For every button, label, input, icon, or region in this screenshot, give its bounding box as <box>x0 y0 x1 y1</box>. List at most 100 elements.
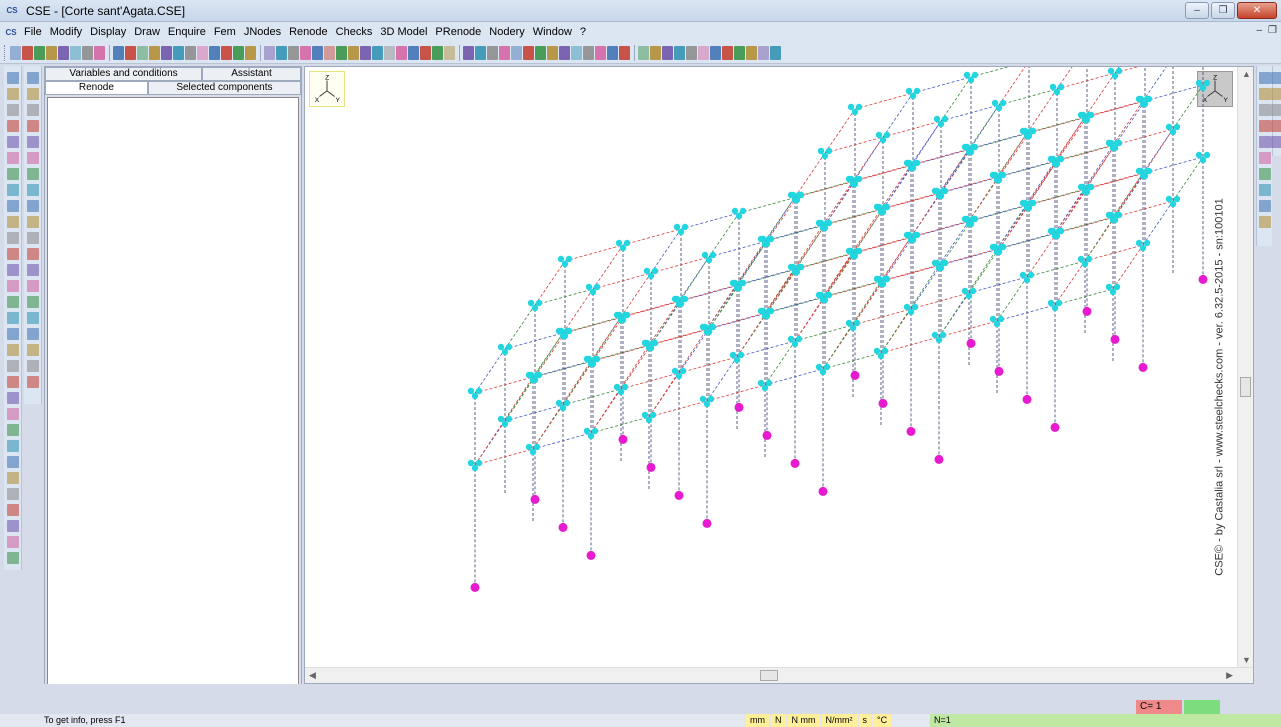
member-line[interactable] <box>970 132 1030 150</box>
tool-button-icon[interactable] <box>26 168 39 180</box>
member-line[interactable] <box>852 208 884 254</box>
member-line[interactable] <box>940 176 1000 194</box>
jnode-marker[interactable] <box>699 323 707 331</box>
menu-file[interactable]: File <box>24 26 42 38</box>
jnode-marker[interactable] <box>965 292 973 300</box>
jnode-marker[interactable] <box>961 287 969 295</box>
jnode-marker[interactable] <box>1081 188 1089 196</box>
jnode-marker[interactable] <box>701 251 709 259</box>
jnode-marker[interactable] <box>703 400 711 408</box>
jnode-marker[interactable] <box>1109 144 1117 152</box>
jnode-marker[interactable] <box>619 244 627 252</box>
jnode-marker[interactable] <box>1027 271 1035 279</box>
toolbar-button-icon[interactable] <box>650 45 661 60</box>
tool-button-icon[interactable] <box>1258 136 1271 148</box>
tool-button-icon[interactable] <box>6 488 19 500</box>
jnode-marker[interactable] <box>853 247 861 255</box>
horizontal-scroll-thumb[interactable] <box>760 670 778 681</box>
toolbar-button-icon[interactable] <box>125 45 136 60</box>
jnode-marker[interactable] <box>671 367 679 375</box>
jnode-marker[interactable] <box>505 343 513 351</box>
jnode-marker[interactable] <box>879 136 887 144</box>
jnode-marker[interactable] <box>1143 95 1151 103</box>
jnode-marker[interactable] <box>1049 83 1057 91</box>
member-line[interactable] <box>592 344 652 362</box>
member-line[interactable] <box>794 224 826 270</box>
vertical-scrollbar[interactable]: ▲ ▼ <box>1237 67 1253 667</box>
tool-button-icon[interactable] <box>1258 184 1271 196</box>
tool-button-icon[interactable] <box>1271 104 1281 116</box>
tool-button-icon[interactable] <box>26 264 39 276</box>
toolbar-button-icon[interactable] <box>336 45 347 60</box>
member-line[interactable] <box>650 256 710 274</box>
jnode-marker[interactable] <box>997 315 1005 323</box>
jnode-marker[interactable] <box>903 231 911 239</box>
member-line[interactable] <box>880 264 940 282</box>
jnode-marker[interactable] <box>1053 88 1061 96</box>
jnode-marker[interactable] <box>1051 232 1059 240</box>
member-line[interactable] <box>534 332 566 378</box>
member-line[interactable] <box>534 360 594 378</box>
jnode-marker[interactable] <box>613 383 621 391</box>
tool-button-icon[interactable] <box>6 456 19 468</box>
member-line[interactable] <box>1054 260 1086 306</box>
member-line[interactable] <box>1112 172 1144 218</box>
toolbar-button-icon[interactable] <box>487 45 498 60</box>
member-line[interactable] <box>1114 67 1173 74</box>
jnode-marker[interactable] <box>1107 67 1115 75</box>
tool-button-icon[interactable] <box>1258 168 1271 180</box>
member-line[interactable] <box>764 340 796 386</box>
jnode-marker[interactable] <box>533 371 541 379</box>
member-line[interactable] <box>1026 160 1058 206</box>
tool-button-icon[interactable] <box>26 152 39 164</box>
jnode-marker[interactable] <box>815 219 823 227</box>
member-line[interactable] <box>852 136 884 182</box>
jnode-marker[interactable] <box>621 311 629 319</box>
member-line[interactable] <box>824 108 856 154</box>
jnode-marker[interactable] <box>705 256 713 264</box>
jnode-marker[interactable] <box>649 339 657 347</box>
maximize-icon[interactable]: ❐ <box>1211 2 1235 19</box>
jnode-marker[interactable] <box>787 263 795 271</box>
jnode-marker[interactable] <box>965 220 973 228</box>
member-line[interactable] <box>620 372 680 390</box>
member-line[interactable] <box>824 208 884 226</box>
jnode-marker[interactable] <box>675 300 683 308</box>
menu-display[interactable]: Display <box>90 26 127 38</box>
support-node[interactable] <box>530 494 540 504</box>
toolbar-button-icon[interactable] <box>420 45 431 60</box>
support-node[interactable] <box>818 486 828 496</box>
jnode-marker[interactable] <box>969 215 977 223</box>
jnode-marker[interactable] <box>819 296 827 304</box>
toolbar-button-icon[interactable] <box>770 45 781 60</box>
toolbar-button-icon[interactable] <box>734 45 745 60</box>
tool-button-icon[interactable] <box>6 504 19 516</box>
jnode-marker[interactable] <box>791 340 799 348</box>
member-line[interactable] <box>852 280 884 326</box>
support-node[interactable] <box>934 454 944 464</box>
tool-button-icon[interactable] <box>26 248 39 260</box>
member-line[interactable] <box>1144 84 1204 102</box>
member-line[interactable] <box>938 292 970 338</box>
jnode-marker[interactable] <box>651 267 659 275</box>
jnode-marker[interactable] <box>971 71 979 79</box>
toolbar-button-icon[interactable] <box>173 45 184 60</box>
support-node[interactable] <box>618 434 628 444</box>
jnode-marker[interactable] <box>531 304 539 312</box>
support-node[interactable] <box>1050 422 1060 432</box>
jnode-marker[interactable] <box>1027 127 1035 135</box>
member-line[interactable] <box>678 356 738 374</box>
member-line[interactable] <box>1084 72 1116 118</box>
jnode-marker[interactable] <box>615 239 623 247</box>
toolbar-button-icon[interactable] <box>499 45 510 60</box>
jnode-marker[interactable] <box>1023 132 1031 140</box>
member-line[interactable] <box>822 324 854 370</box>
support-node[interactable] <box>878 398 888 408</box>
tool-button-icon[interactable] <box>6 520 19 532</box>
tool-button-icon[interactable] <box>26 88 39 100</box>
scroll-down-icon[interactable]: ▼ <box>1242 655 1251 665</box>
jnode-marker[interactable] <box>529 376 537 384</box>
member-line[interactable] <box>938 148 970 194</box>
toolbar-button-icon[interactable] <box>324 45 335 60</box>
jnode-marker[interactable] <box>997 243 1005 251</box>
